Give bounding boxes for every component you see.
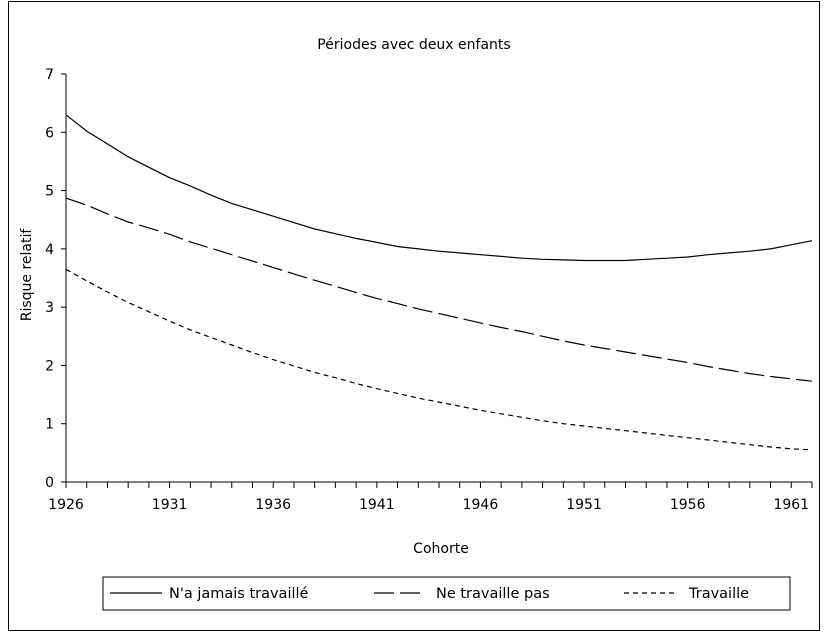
axes: 0 1 2 3 4 5 6 7 1926 1931 1936 1941 1946 1951 1956 1961 [45, 67, 813, 513]
x-tick-label: 1946 [463, 497, 499, 513]
y-tick-label: 4 [45, 242, 54, 258]
y-tick-label: 7 [45, 67, 54, 83]
y-tick-label: 5 [45, 184, 54, 200]
y-tick-label: 2 [45, 358, 54, 374]
series-line-2 [65, 197, 813, 382]
series-layer [65, 114, 813, 451]
legend: N'a jamais travaillé Ne travaille pas Trav… [102, 576, 791, 611]
chart-title: Périodes avec deux enfants [317, 37, 510, 53]
x-tick-label: 1926 [48, 497, 84, 513]
line-chart: Périodes avec deux enfants Risque relati… [19, 37, 813, 611]
y-axis-label: Risque relatif [19, 228, 35, 322]
series-line-3 [65, 268, 813, 451]
x-axis-label: Cohorte [413, 541, 469, 557]
y-tick-label: 0 [45, 475, 54, 491]
legend-label-2: Ne travaille pas [436, 586, 550, 602]
y-tick-label: 1 [45, 417, 54, 433]
series-line-1 [65, 114, 813, 262]
x-tick-label: 1951 [566, 497, 602, 513]
chart-frame: Périodes avec deux enfants Risque relati… [8, 1, 820, 631]
x-tick-label: 1956 [670, 497, 706, 513]
x-tick-label: 1936 [255, 497, 291, 513]
legend-label-1: N'a jamais travaillé [169, 586, 309, 602]
x-tick-label: 1941 [359, 497, 395, 513]
legend-label-3: Travaille [688, 586, 749, 602]
y-tick-label: 6 [45, 125, 54, 141]
legend-box [102, 576, 791, 611]
x-tick-label: 1961 [773, 497, 809, 513]
x-tick-label: 1931 [152, 497, 188, 513]
y-tick-label: 3 [45, 300, 54, 316]
